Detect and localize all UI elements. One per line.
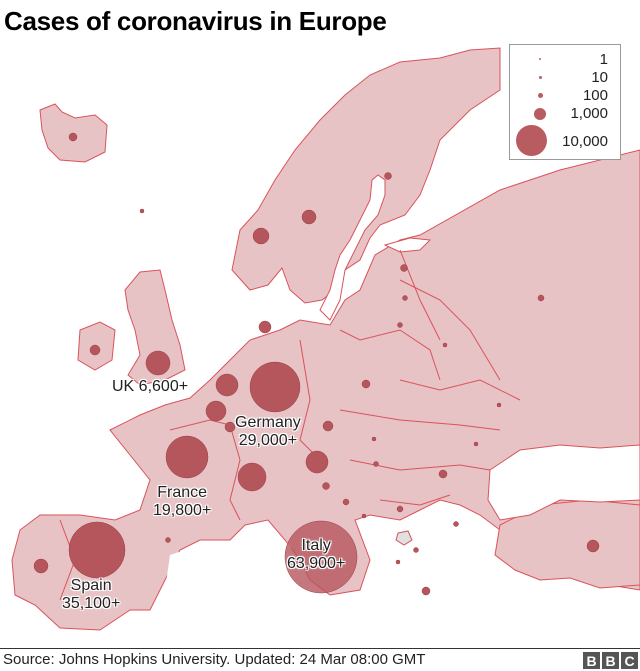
bubble-belgium bbox=[205, 400, 227, 422]
bubble-switzerland bbox=[237, 462, 267, 492]
bubble-luxembourg bbox=[224, 421, 236, 433]
mediterranean bbox=[0, 530, 640, 646]
label-france-name: France bbox=[157, 484, 208, 501]
legend-dot-10 bbox=[539, 76, 542, 79]
label-germany-name: Germany bbox=[235, 414, 301, 431]
bubble-netherlands bbox=[215, 373, 239, 397]
bubble-croatia bbox=[342, 498, 350, 506]
bubble-spain bbox=[68, 521, 126, 579]
label-germany-value: 29,000+ bbox=[238, 432, 298, 449]
bubble-portugal bbox=[33, 558, 49, 574]
bubble-bosnia bbox=[361, 513, 367, 519]
label-germany: Germany 29,000+ bbox=[235, 414, 301, 450]
bubble-slovenia bbox=[322, 482, 330, 490]
bubble-albania bbox=[395, 559, 401, 565]
bubble-austria bbox=[305, 450, 329, 474]
bubble-north-macedonia bbox=[413, 547, 419, 553]
legend-label-10000: 10,000 bbox=[562, 133, 608, 150]
bubble-slovakia bbox=[371, 436, 377, 442]
bubble-france bbox=[165, 435, 209, 479]
bubble-poland bbox=[361, 379, 371, 389]
bubble-faroe bbox=[139, 208, 145, 214]
bbc-logo-letter-c: C bbox=[621, 652, 638, 669]
source-text: Source: Johns Hopkins University. Update… bbox=[3, 651, 426, 668]
bubble-turkey bbox=[586, 539, 600, 553]
bubble-latvia bbox=[402, 295, 408, 301]
bubble-hungary bbox=[373, 461, 379, 467]
bubble-czechia bbox=[322, 420, 334, 432]
legend-label-10: 10 bbox=[591, 69, 608, 86]
map-legend: 1 10 100 1,000 10,000 bbox=[509, 44, 621, 160]
label-italy: Italy 63,900+ bbox=[287, 537, 345, 573]
turkey bbox=[494, 499, 640, 589]
legend-dot-1 bbox=[539, 58, 541, 60]
bubble-serbia bbox=[396, 505, 404, 513]
scandinavia bbox=[231, 47, 501, 304]
bubble-uk bbox=[145, 350, 171, 376]
legend-dot-100 bbox=[538, 93, 543, 98]
bubble-bulgaria bbox=[453, 521, 459, 527]
bubble-ireland bbox=[89, 344, 101, 356]
legend-label-1000: 1,000 bbox=[570, 105, 608, 122]
label-spain: Spain 35,100+ bbox=[62, 577, 120, 613]
label-spain-value: 35,100+ bbox=[62, 595, 121, 612]
footer: Source: Johns Hopkins University. Update… bbox=[0, 648, 640, 671]
bubble-germany bbox=[249, 361, 301, 413]
bubble-andorra bbox=[165, 537, 171, 543]
bubble-finland bbox=[384, 172, 392, 180]
bubble-estonia bbox=[400, 264, 408, 272]
label-italy-name: Italy bbox=[301, 537, 331, 554]
black-sea bbox=[487, 444, 640, 521]
bubble-lithuania bbox=[397, 322, 403, 328]
label-italy-value: 63,900+ bbox=[287, 555, 346, 572]
bubble-greece bbox=[421, 586, 431, 596]
bubble-russia bbox=[537, 294, 545, 302]
bubble-norway bbox=[252, 227, 270, 245]
bubble-italy bbox=[284, 520, 358, 594]
bubble-belarus bbox=[442, 342, 448, 348]
legend-dot-1000 bbox=[534, 108, 546, 120]
legend-label-1: 1 bbox=[599, 51, 608, 68]
bubble-romania bbox=[438, 469, 448, 479]
bubble-iceland bbox=[68, 132, 78, 142]
label-spain-name: Spain bbox=[70, 577, 112, 594]
legend-dot-10000 bbox=[516, 125, 547, 156]
kosovo bbox=[395, 530, 413, 546]
chart-title: Cases of coronavirus in Europe bbox=[4, 6, 387, 36]
bubble-moldova bbox=[473, 441, 479, 447]
europe-map bbox=[0, 47, 640, 646]
bubble-sweden bbox=[301, 209, 317, 225]
great-britain bbox=[124, 269, 186, 386]
bubble-denmark bbox=[258, 320, 272, 334]
label-france: France 19,800+ bbox=[153, 484, 211, 520]
bbc-logo-letter-b2: B bbox=[602, 652, 619, 669]
legend-label-100: 100 bbox=[582, 87, 608, 104]
bubble-ukraine bbox=[496, 402, 502, 408]
label-uk: UK 6,600+ bbox=[112, 378, 189, 395]
bbc-logo: B B C bbox=[583, 652, 638, 669]
baltic-sea bbox=[319, 174, 432, 321]
mainland-europe bbox=[11, 149, 640, 631]
label-france-value: 19,800+ bbox=[153, 502, 212, 519]
bbc-logo-letter-b1: B bbox=[583, 652, 600, 669]
